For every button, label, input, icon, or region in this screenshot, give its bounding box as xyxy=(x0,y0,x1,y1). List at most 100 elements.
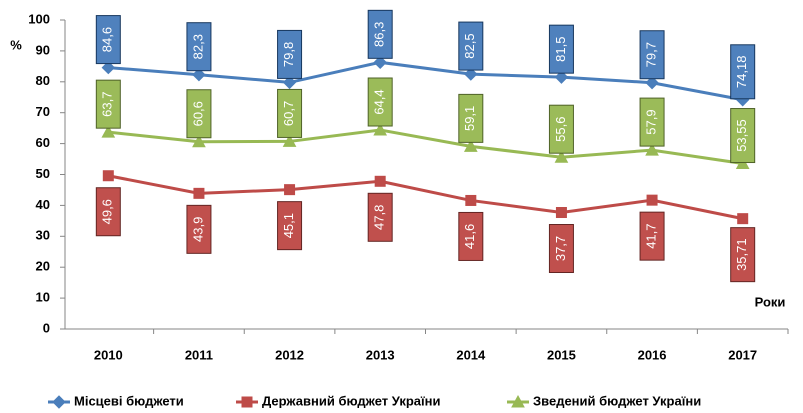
series-line xyxy=(108,60,743,102)
data-label-box xyxy=(367,77,393,127)
data-label-box xyxy=(367,192,393,242)
y-axis-label: % xyxy=(10,37,22,52)
y-tick-label: 0 xyxy=(43,320,50,335)
data-label-box xyxy=(95,15,121,65)
data-label-box xyxy=(548,24,574,74)
data-label-box xyxy=(186,89,212,139)
data-label-box xyxy=(730,44,756,100)
data-label-box xyxy=(277,88,303,138)
marker xyxy=(645,143,659,156)
data-label-box xyxy=(458,21,484,71)
marker xyxy=(554,70,569,84)
data-label: 79,7 xyxy=(644,42,659,67)
marker xyxy=(463,139,478,152)
data-label: 81,5 xyxy=(553,37,568,62)
data-label: 43,9 xyxy=(190,217,205,242)
data-label: 82,3 xyxy=(190,34,205,59)
marker xyxy=(374,175,386,187)
data-label-box xyxy=(186,204,212,254)
marker xyxy=(192,134,206,148)
data-label: 59,1 xyxy=(462,106,477,131)
y-tick-label: 50 xyxy=(36,166,50,181)
x-tick-label: 2010 xyxy=(94,347,123,362)
marker xyxy=(465,194,477,206)
x-tick-label: 2013 xyxy=(366,347,395,362)
data-label: 45,1 xyxy=(281,213,296,238)
marker xyxy=(554,150,569,163)
data-label: 84,6 xyxy=(100,27,115,52)
data-label: 86,3 xyxy=(372,22,387,47)
marker xyxy=(101,125,116,138)
marker xyxy=(737,213,749,225)
data-label: 63,7 xyxy=(100,92,115,117)
data-label-box xyxy=(730,227,756,283)
y-tick-label: 20 xyxy=(36,259,50,274)
data-label-box xyxy=(639,97,665,147)
x-tick-label: 2017 xyxy=(728,347,757,362)
data-label: 41,7 xyxy=(644,223,659,248)
data-label-box xyxy=(548,224,574,274)
data-label: 47,8 xyxy=(372,205,387,230)
data-label-box xyxy=(458,211,484,261)
data-label: 74,18 xyxy=(734,56,749,89)
y-tick-label: 90 xyxy=(36,42,50,57)
data-label-box xyxy=(277,201,303,251)
marker xyxy=(555,207,567,219)
data-label: 79,8 xyxy=(281,42,296,67)
data-label-box xyxy=(458,93,484,143)
x-tick-label: 2016 xyxy=(638,347,667,362)
data-label: 60,7 xyxy=(281,101,296,126)
legend-label: Зведений бюджет України xyxy=(533,393,701,408)
y-tick-label: 80 xyxy=(36,73,50,88)
data-label-box xyxy=(277,29,303,79)
data-label-box xyxy=(186,22,212,72)
marker xyxy=(101,60,116,75)
x-tick-label: 2012 xyxy=(275,347,304,362)
x-tick-label: 2014 xyxy=(456,347,486,362)
data-label: 57,9 xyxy=(644,109,659,134)
data-label: 35,71 xyxy=(734,238,749,271)
y-tick-label: 100 xyxy=(28,11,50,26)
y-tick-label: 60 xyxy=(36,135,50,150)
data-label: 82,5 xyxy=(462,33,477,58)
x-tick-label: 2015 xyxy=(547,347,576,362)
y-tick-label: 10 xyxy=(36,290,50,305)
data-label: 41,6 xyxy=(462,224,477,249)
marker xyxy=(102,170,114,182)
data-label: 60,6 xyxy=(190,101,205,126)
data-label-box xyxy=(639,211,665,261)
series-line xyxy=(108,128,743,166)
data-label: 64,4 xyxy=(372,89,387,114)
legend-marker xyxy=(241,396,253,408)
legend-label: Місцеві бюджети xyxy=(74,393,184,408)
data-label-box xyxy=(95,187,121,237)
marker xyxy=(373,122,388,136)
data-label-box xyxy=(367,9,393,59)
legend-marker xyxy=(52,395,66,409)
data-label: 53,55 xyxy=(734,119,749,152)
marker xyxy=(735,156,750,170)
marker xyxy=(464,67,478,81)
data-label: 55,6 xyxy=(553,117,568,142)
x-axis-label: Роки xyxy=(755,294,786,309)
data-label-box xyxy=(639,30,665,80)
series-line xyxy=(108,174,743,221)
y-tick-label: 70 xyxy=(36,104,50,119)
legend-marker xyxy=(511,394,525,408)
data-label-box xyxy=(730,108,756,164)
data-label-box xyxy=(95,79,121,129)
y-tick-label: 30 xyxy=(36,228,50,243)
marker xyxy=(192,67,206,82)
legend-label: Державний бюджет України xyxy=(262,393,441,408)
marker xyxy=(282,75,297,90)
marker xyxy=(646,194,658,206)
marker xyxy=(373,55,387,70)
marker xyxy=(284,184,296,196)
y-tick-label: 40 xyxy=(36,197,50,212)
x-tick-label: 2011 xyxy=(185,347,213,362)
marker xyxy=(645,76,659,90)
marker xyxy=(282,134,297,147)
data-label: 49,6 xyxy=(100,199,115,224)
data-label-box xyxy=(548,104,574,154)
